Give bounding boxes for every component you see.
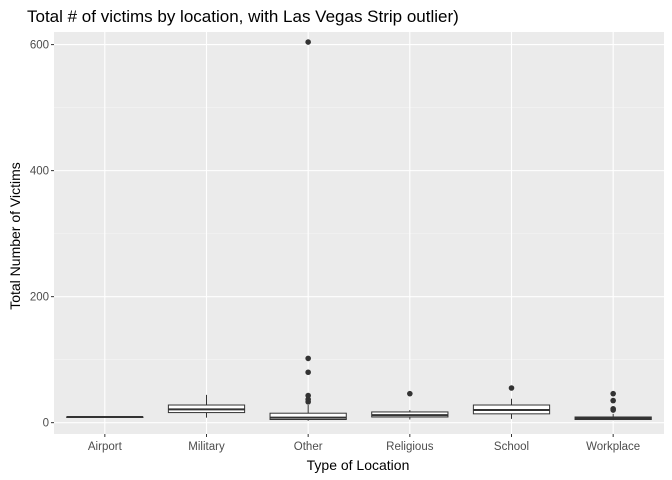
grid-lines — [54, 32, 664, 434]
x-tick-label: School — [494, 441, 529, 453]
x-tick-label: Other — [294, 441, 323, 453]
outlier-point — [610, 390, 616, 397]
outlier-point — [610, 397, 616, 404]
outlier-point — [305, 392, 311, 399]
box-religious — [371, 390, 449, 420]
outlier-point — [305, 355, 311, 362]
outlier-point — [508, 385, 515, 391]
x-tick-label: Military — [188, 441, 225, 453]
x-tick-label: Airport — [88, 441, 123, 453]
y-tick-label: 400 — [30, 166, 49, 178]
box-airport — [66, 415, 144, 418]
x-tick-label: Workplace — [586, 441, 640, 453]
y-axis-label: Total Number of Victims — [7, 162, 23, 310]
outlier-point — [305, 39, 311, 45]
box-other — [269, 39, 347, 421]
outlier-point — [407, 390, 413, 397]
x-tick-label: Religious — [386, 441, 434, 453]
y-tick-label: 600 — [30, 40, 49, 52]
y-tick-label: 0 — [43, 418, 49, 430]
box-school — [472, 385, 551, 419]
plot-panel — [54, 32, 664, 434]
chart-title: Total # of victims by location, with Las… — [27, 7, 459, 26]
y-tick-label: 200 — [30, 292, 49, 304]
outlier-point — [305, 369, 311, 376]
boxes — [66, 39, 652, 421]
x-axis-label: Type of Location — [307, 457, 410, 473]
box-workplace — [574, 390, 652, 421]
x-axis-ticks: Airport Military Other Religious School Workp… — [88, 434, 640, 453]
y-axis-ticks: 0 200 400 600 — [30, 40, 54, 430]
box-military — [167, 394, 246, 418]
outlier-point — [610, 405, 616, 412]
box-iqr — [269, 412, 347, 421]
